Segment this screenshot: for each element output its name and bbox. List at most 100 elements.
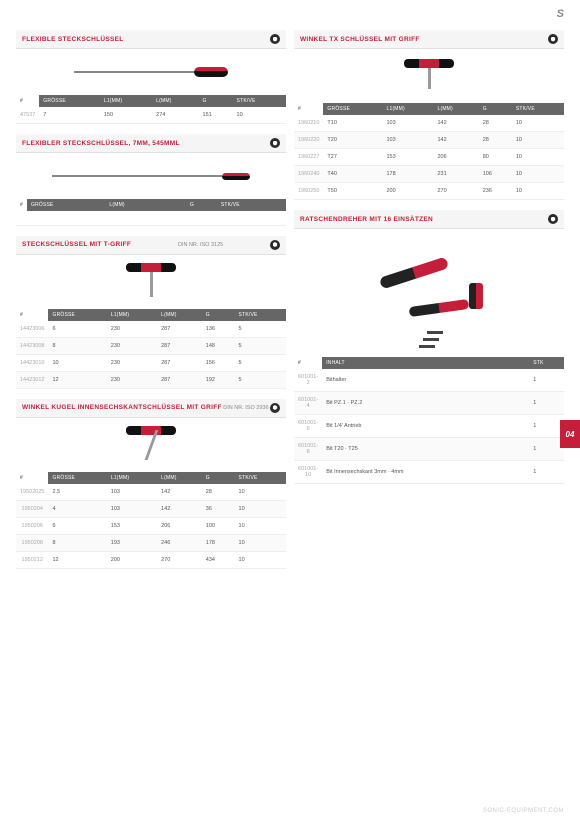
table-row: 1960250T5020027023610 — [294, 183, 564, 200]
cell: 246 — [157, 534, 202, 551]
cell — [499, 392, 514, 415]
cell: 192 — [202, 371, 235, 388]
cell: 8 — [48, 534, 106, 551]
cell: 12 — [48, 551, 106, 568]
cell: 287 — [157, 354, 202, 371]
spec-table: #GRÖSSEL1(MM)L(MM)GSTK/VE475377150274151… — [16, 95, 286, 124]
cell: 601001-4 — [294, 392, 322, 415]
table-row: 1950206615320610010 — [16, 517, 286, 534]
cell — [484, 438, 499, 461]
spec-table: #INHALTSTK601001-2Bithalter1601001-4Bit … — [294, 357, 564, 484]
cell: 10 — [235, 484, 286, 501]
col-header: GRÖSSE — [323, 103, 382, 115]
col-header — [514, 357, 529, 369]
col-header: STK — [529, 357, 564, 369]
cell: 2.5 — [48, 484, 106, 501]
cell: 6 — [48, 321, 106, 338]
col-header: STK/VE — [235, 472, 286, 484]
section-header: FLEXIBLER STECKSCHLÜSSEL, 7MM, 545MML — [16, 134, 286, 153]
cell: 601001-2 — [294, 369, 322, 392]
col-header — [165, 199, 185, 211]
cell: 274 — [152, 107, 198, 124]
section-header: STECKSCHLÜSSEL MIT T-GRIFF DIN NR. ISO 3… — [16, 236, 286, 255]
cell: 10 — [512, 132, 564, 149]
table-row: 1960227T271532068010 — [294, 149, 564, 166]
table-row: 1442300662302871365 — [16, 321, 286, 338]
cell: 1950204 — [16, 500, 48, 517]
col-header: L(MM) — [157, 472, 202, 484]
cell: 10 — [235, 551, 286, 568]
section-flexibler-545: FLEXIBLER STECKSCHLÜSSEL, 7MM, 545MML #G… — [16, 134, 286, 226]
hex-icon — [548, 214, 558, 224]
cell: 36 — [202, 500, 235, 517]
cell: 14423010 — [16, 354, 48, 371]
cell: 142 — [157, 484, 202, 501]
cell: 10 — [512, 166, 564, 183]
hex-icon — [548, 34, 558, 44]
section-title: WINKEL TX SCHLÜSSEL MIT GRIFF — [300, 36, 420, 43]
cell — [484, 392, 499, 415]
table-row: 195020252.51031422810 — [16, 484, 286, 501]
cell: 434 — [202, 551, 235, 568]
spec-table: #GRÖSSEL1(MM)L(MM)GSTK/VE144230066230287… — [16, 309, 286, 389]
din-number: DIN NR. ISO 2936 — [223, 405, 268, 411]
cell: 1 — [529, 438, 564, 461]
cell — [514, 461, 529, 484]
cell: 142 — [433, 132, 478, 149]
cell: 10 — [233, 107, 286, 124]
hex-icon — [270, 138, 280, 148]
col-header: L(MM) — [433, 103, 478, 115]
col-header: # — [16, 472, 48, 484]
cell: 1950208 — [16, 534, 48, 551]
col-header: L1(MM) — [107, 309, 157, 321]
cell: 153 — [107, 517, 157, 534]
cell: 287 — [157, 321, 202, 338]
cell: 100 — [202, 517, 235, 534]
cell: 236 — [479, 183, 512, 200]
hex-icon — [270, 34, 280, 44]
table-row: 1950208819324617810 — [16, 534, 286, 551]
cell: 230 — [107, 337, 157, 354]
col-header: L(MM) — [152, 95, 198, 107]
cell — [514, 369, 529, 392]
cell: 10 — [48, 354, 106, 371]
product-image — [294, 53, 564, 99]
table-row: 195020441031423610 — [16, 500, 286, 517]
table-row: 19502121220027043410 — [16, 551, 286, 568]
section-title: FLEXIBLER STECKSCHLÜSSEL, 7MM, 545MML — [22, 140, 180, 147]
cell: 230 — [107, 321, 157, 338]
cell: 7 — [39, 107, 100, 124]
cell: 103 — [107, 500, 157, 517]
spec-table: #GRÖSSEL(MM)GSTK/VE — [16, 199, 286, 226]
cell: 142 — [157, 500, 202, 517]
table-row: 601001-8Bit T20 · T251 — [294, 438, 564, 461]
cell — [499, 415, 514, 438]
col-header: G — [479, 103, 512, 115]
cell: Bit PZ.1 · PZ.2 — [322, 392, 484, 415]
cell: T50 — [323, 183, 382, 200]
cell: 136 — [202, 321, 235, 338]
cell: 601001-8 — [294, 438, 322, 461]
cell: 153 — [382, 149, 433, 166]
col-header: GRÖSSE — [27, 199, 105, 211]
col-header: # — [16, 199, 27, 211]
cell: 103 — [382, 115, 433, 132]
cell: T40 — [323, 166, 382, 183]
col-header — [484, 357, 499, 369]
cell: 10 — [235, 534, 286, 551]
col-header: # — [16, 95, 39, 107]
cell: 10 — [235, 517, 286, 534]
cell: Bit Innensechskant 3mm · 4mm — [322, 461, 484, 484]
table-row: 1960240T4017823110610 — [294, 166, 564, 183]
cell: 1 — [529, 369, 564, 392]
col-header: L1(MM) — [100, 95, 152, 107]
table-row: 601001-4Bit PZ.1 · PZ.21 — [294, 392, 564, 415]
col-header: STK/VE — [235, 309, 286, 321]
section-flexible-steck: FLEXIBLE STECKSCHLÜSSEL #GRÖSSEL1(MM)L(M… — [16, 30, 286, 124]
cell: 10 — [512, 183, 564, 200]
cell: Bit 1/4' Antrieb — [322, 415, 484, 438]
cell — [484, 415, 499, 438]
product-image — [16, 259, 286, 305]
col-header: L1(MM) — [107, 472, 157, 484]
col-header: GRÖSSE — [48, 309, 106, 321]
